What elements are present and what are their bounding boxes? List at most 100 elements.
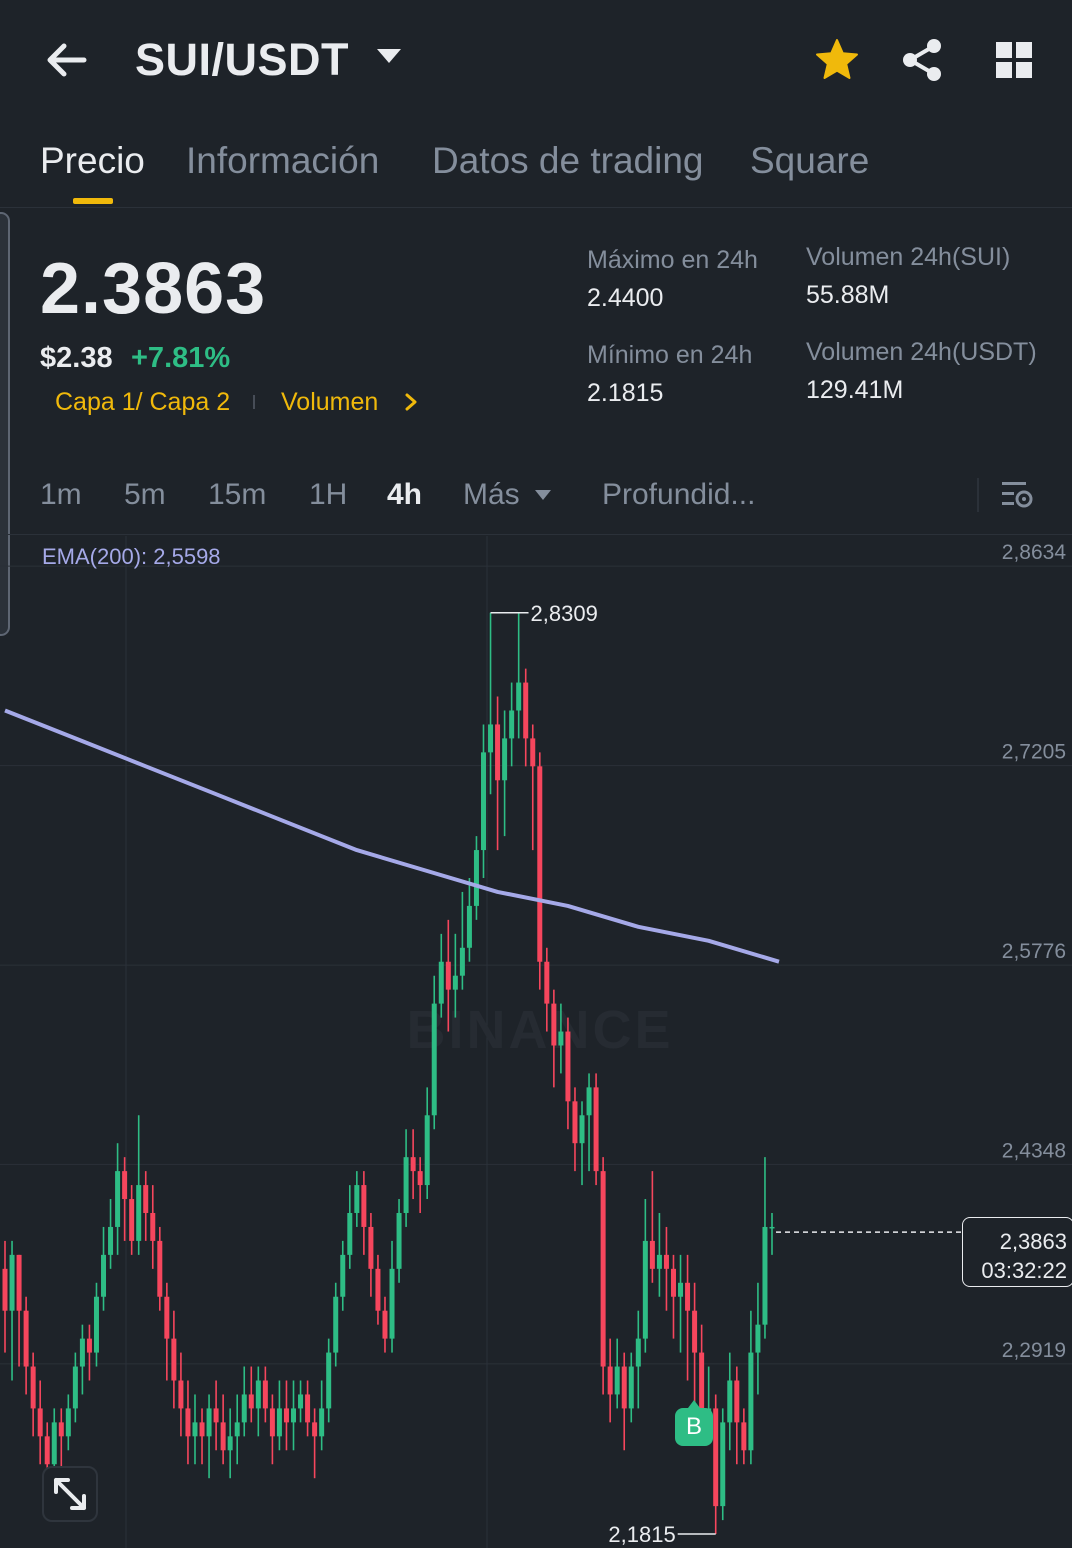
depth-tab[interactable]: Profundid... (602, 478, 756, 511)
volume-quote-value: 129.41M (806, 376, 904, 404)
candle-body (326, 1352, 332, 1409)
candle-body (720, 1422, 726, 1507)
low-24h-value: 2.1815 (587, 379, 664, 407)
candle-body (58, 1422, 64, 1437)
candle-body (248, 1394, 254, 1409)
candle-body (523, 682, 529, 739)
candle-body (269, 1408, 275, 1437)
candle-body (635, 1338, 641, 1367)
candle-body (213, 1408, 219, 1423)
candle-body (734, 1380, 740, 1423)
star-icon[interactable] (814, 37, 860, 88)
active-tab-indicator (73, 198, 113, 204)
candle-body (178, 1380, 184, 1409)
tab-bar: Precio Información Datos de trading Squa… (0, 128, 1072, 208)
candle-body (424, 1115, 430, 1186)
divider (0, 534, 1072, 535)
watermark: BINANCE (406, 1000, 673, 1060)
candle-body (473, 850, 479, 906)
tab-informacion[interactable]: Información (186, 140, 380, 181)
candle-body (283, 1408, 289, 1423)
candle-body (466, 905, 472, 948)
interval-1h[interactable]: 1H (309, 478, 348, 511)
candle-body (607, 1366, 613, 1395)
candle-body (115, 1171, 121, 1227)
y-axis-tick: 2,5776 (1002, 940, 1066, 963)
candle-body (488, 724, 494, 753)
chart-settings-icon[interactable] (1000, 478, 1034, 517)
candle-body (692, 1310, 698, 1353)
candle-body (389, 1268, 395, 1339)
candle-body (516, 682, 522, 711)
candle-body (699, 1352, 705, 1423)
interval-divider (977, 478, 979, 512)
candle-body (642, 1240, 648, 1339)
candle-body (375, 1268, 381, 1311)
candle-body (192, 1422, 198, 1437)
last-price: 2.3863 (40, 249, 267, 329)
candle-body (79, 1338, 85, 1367)
candle-body (713, 1408, 719, 1507)
tag-volume[interactable]: Volumen (281, 388, 379, 416)
high-24h-value: 2.4400 (587, 284, 664, 312)
candle-body (241, 1394, 247, 1423)
candlestick-chart[interactable]: 2,8634 2,7205 2,5776 2,4348 2,2919 BINANCE 2,8… (0, 536, 1072, 1548)
candle-body (136, 1185, 142, 1241)
candle-body (452, 975, 458, 990)
expand-chart-button[interactable] (42, 1466, 98, 1522)
candle-body (157, 1240, 163, 1297)
candle-body (410, 1157, 416, 1172)
chevron-right-icon[interactable] (403, 392, 419, 417)
candle-body (593, 1087, 599, 1172)
candle-body (368, 1226, 374, 1269)
pair-title[interactable]: SUI/USDT (135, 34, 350, 85)
candle-body (220, 1422, 226, 1451)
candle-body (30, 1366, 36, 1409)
candle-body (685, 1282, 691, 1311)
candle-body (663, 1254, 669, 1269)
candle-body (206, 1408, 212, 1437)
tab-square[interactable]: Square (750, 140, 870, 181)
candle-body (72, 1366, 78, 1409)
y-axis-tick: 2,4348 (1002, 1139, 1066, 1162)
candle-body (150, 1212, 156, 1241)
candle-body (129, 1199, 135, 1241)
candle-body (670, 1268, 676, 1297)
tab-datos-de-trading[interactable]: Datos de trading (432, 140, 704, 181)
interval-4h[interactable]: 4h (387, 478, 423, 511)
candle-body (459, 947, 465, 976)
candle-body (9, 1254, 15, 1311)
candle-body (227, 1436, 233, 1451)
volume-base-value: 55.88M (806, 281, 890, 309)
interval-more[interactable]: Más (463, 478, 520, 511)
candle-body (234, 1422, 240, 1437)
side-drawer-handle[interactable] (0, 212, 10, 636)
candle-body (579, 1115, 585, 1144)
interval-15m[interactable]: 15m (208, 478, 267, 511)
low-price-label: 2,1815 (608, 1522, 675, 1547)
share-icon[interactable] (900, 37, 944, 88)
grid-icon[interactable] (994, 40, 1034, 85)
candle-body (51, 1422, 57, 1465)
candle-body (544, 961, 550, 1004)
candle-body (319, 1408, 325, 1437)
candle-body (656, 1254, 662, 1269)
tab-precio[interactable]: Precio (40, 140, 145, 181)
current-price-tag: 2,3863 03:32:22 (962, 1217, 1072, 1287)
tag-layer[interactable]: Capa 1/ Capa 2 (55, 388, 231, 416)
tag-divider (253, 395, 255, 409)
back-arrow-icon[interactable] (40, 36, 92, 84)
high-24h-label: Máximo en 24h (587, 246, 758, 274)
candle-body (614, 1366, 620, 1395)
caret-down-icon[interactable] (534, 488, 552, 506)
buy-marker[interactable]: B (675, 1400, 713, 1446)
candle-body (438, 961, 444, 1004)
candle-body (558, 1031, 564, 1046)
interval-5m[interactable]: 5m (124, 478, 166, 511)
y-axis-tick: 2,8634 (1002, 541, 1067, 564)
candle-body (621, 1366, 627, 1409)
candle-body (537, 766, 543, 962)
interval-1m[interactable]: 1m (40, 478, 82, 511)
y-axis-tick: 2,7205 (1002, 741, 1066, 764)
caret-down-icon[interactable] (374, 46, 404, 71)
